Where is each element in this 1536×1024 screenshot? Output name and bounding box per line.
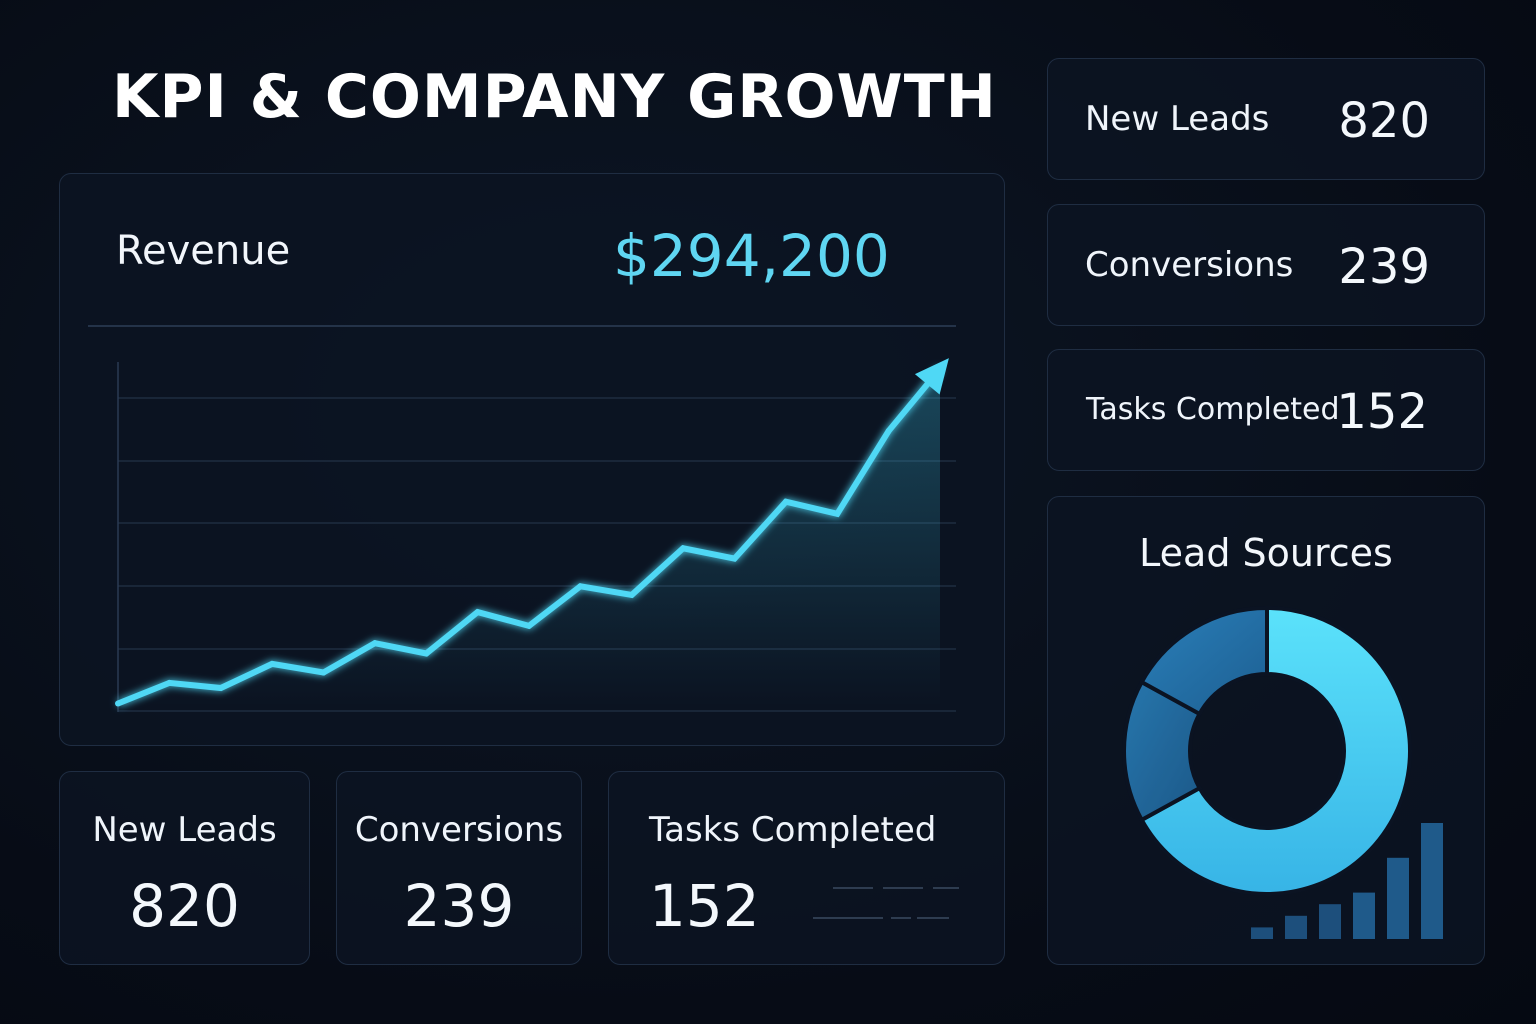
lead-sources-title: Lead Sources: [1139, 531, 1393, 575]
kpi-label: Tasks Completed: [1086, 392, 1340, 427]
revenue-divider: [88, 325, 956, 327]
donut-slice: [1138, 605, 1269, 717]
data-point: [782, 498, 789, 505]
revenue-panel: Revenue $294,200: [59, 173, 1005, 746]
revenue-value: $294,200: [613, 222, 890, 290]
data-point: [731, 555, 738, 562]
donut-slice: [1138, 605, 1412, 896]
kpi-value: 239: [1338, 239, 1430, 295]
data-point: [628, 591, 635, 598]
revenue-label: Revenue: [116, 228, 291, 274]
data-point: [885, 428, 892, 434]
mini-bar: [1251, 927, 1273, 939]
mini-bar: [1319, 904, 1341, 939]
data-point: [526, 622, 532, 629]
lead-sources-panel: Lead Sources: [1047, 496, 1485, 965]
data-point: [474, 609, 481, 616]
data-point: [166, 679, 173, 686]
stat-value: 820: [129, 872, 240, 940]
data-point: [577, 583, 584, 590]
stat-card-conversions[interactable]: Conversions 239: [336, 771, 582, 965]
kpi-value: 820: [1338, 93, 1430, 149]
mini-bar: [1421, 823, 1443, 939]
mini-bar: [1387, 857, 1409, 939]
kpi-card-new-leads[interactable]: New Leads 820: [1047, 58, 1485, 180]
data-point: [680, 545, 687, 552]
decorative-lines: [813, 887, 959, 919]
data-point: [320, 669, 327, 676]
data-point: [371, 640, 378, 647]
kpi-card-conversions[interactable]: Conversions 239: [1047, 204, 1485, 326]
data-point: [423, 650, 430, 657]
data-point: [834, 510, 841, 517]
kpi-label: Conversions: [1085, 245, 1294, 285]
data-point: [217, 685, 224, 692]
lead-sources-donut-chart: [1122, 605, 1443, 939]
stat-card-tasks-completed[interactable]: Tasks Completed 152: [608, 771, 1005, 965]
revenue-line-chart: [115, 358, 956, 712]
kpi-value: 152: [1336, 384, 1428, 440]
stat-label: Conversions: [354, 810, 564, 850]
stat-value: 152: [649, 872, 760, 940]
stat-card-new-leads[interactable]: New Leads 820: [59, 771, 310, 965]
revenue-area: [118, 368, 940, 707]
page-title: KPI & COMPANY GROWTH: [112, 62, 997, 132]
trend-arrow-icon: [914, 358, 949, 395]
mini-bar: [1285, 915, 1307, 939]
stat-label: Tasks Completed: [649, 810, 937, 850]
kpi-card-tasks-completed[interactable]: Tasks Completed 152: [1047, 349, 1485, 471]
data-point: [115, 700, 121, 707]
stat-label: New Leads: [92, 810, 277, 850]
stat-value: 239: [403, 872, 515, 940]
data-point: [269, 660, 276, 667]
kpi-label: New Leads: [1085, 99, 1270, 139]
mini-bar: [1353, 892, 1375, 939]
